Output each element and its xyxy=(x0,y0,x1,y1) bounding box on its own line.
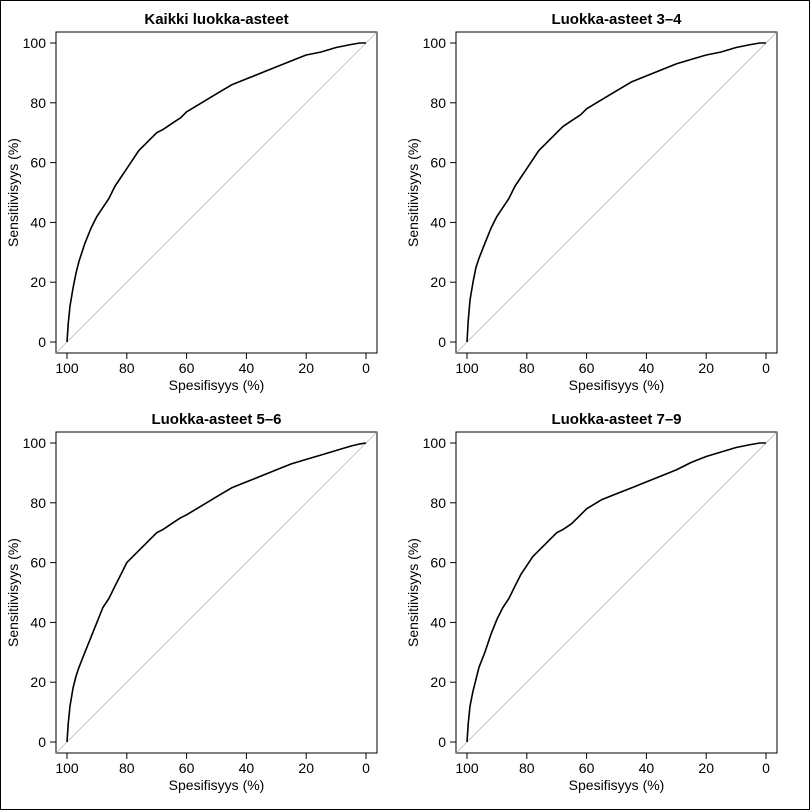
y-tick-label: 100 xyxy=(423,435,447,451)
roc-panel-1: Kaikki luokka-asteet 0 20 40 60 80 100 100 80 60 4… xyxy=(5,11,378,393)
reference-diagonal xyxy=(455,31,778,354)
x-axis-label: Spesifisyys (%) xyxy=(169,377,265,393)
x-tick-label: 40 xyxy=(639,360,655,376)
roc-curve xyxy=(466,442,766,743)
roc-curve xyxy=(66,42,366,343)
x-tick-label: 20 xyxy=(298,360,314,376)
y-tick-label: 60 xyxy=(30,155,46,171)
y-tick-label: 40 xyxy=(30,214,46,230)
x-tick-label: 40 xyxy=(239,760,255,776)
x-axis-label: Spesifisyys (%) xyxy=(169,777,265,793)
y-tick-label: 100 xyxy=(23,35,47,51)
roc-panel-3: Luokka-asteet 5–6 0 20 40 60 80 100 100 80 60 40 20… xyxy=(5,411,378,793)
x-tick-label: 0 xyxy=(762,360,770,376)
x-tick-label: 20 xyxy=(698,360,714,376)
roc-curve xyxy=(66,442,367,743)
y-axis-label: Sensitiivisyys (%) xyxy=(405,138,421,247)
y-tick-label: 20 xyxy=(430,274,446,290)
reference-diagonal xyxy=(55,431,378,754)
x-tick-label: 0 xyxy=(362,360,370,376)
y-axis-label: Sensitiivisyys (%) xyxy=(5,538,21,647)
x-tick-label: 40 xyxy=(239,360,255,376)
y-axis-label: Sensitiivisyys (%) xyxy=(5,138,21,247)
x-tick-label: 60 xyxy=(579,760,595,776)
x-tick-label: 60 xyxy=(179,760,195,776)
roc-curve xyxy=(466,42,766,343)
x-tick-label: 100 xyxy=(55,360,79,376)
reference-diagonal xyxy=(55,31,378,354)
chart-title: Kaikki luokka-asteet xyxy=(144,11,288,28)
chart-title: Luokka-asteet 3–4 xyxy=(551,11,682,28)
chart-title: Luokka-asteet 5–6 xyxy=(151,411,281,428)
x-tick-label: 20 xyxy=(298,760,314,776)
x-tick-label: 20 xyxy=(698,760,714,776)
x-tick-label: 80 xyxy=(519,360,535,376)
y-tick-label: 60 xyxy=(430,555,446,571)
y-tick-label: 40 xyxy=(430,614,446,630)
y-tick-label: 100 xyxy=(423,35,447,51)
y-tick-label: 100 xyxy=(23,435,47,451)
y-axis-label: Sensitiivisyys (%) xyxy=(405,538,421,647)
x-axis-label: Spesifisyys (%) xyxy=(569,377,665,393)
y-tick-label: 40 xyxy=(430,214,446,230)
x-tick-label: 100 xyxy=(455,760,479,776)
x-tick-label: 80 xyxy=(519,760,535,776)
x-tick-label: 60 xyxy=(579,360,595,376)
x-tick-label: 0 xyxy=(762,760,770,776)
x-axis-label: Spesifisyys (%) xyxy=(569,777,665,793)
x-tick-label: 40 xyxy=(639,760,655,776)
x-tick-label: 80 xyxy=(119,360,135,376)
y-tick-label: 60 xyxy=(430,155,446,171)
y-tick-label: 80 xyxy=(30,495,46,511)
y-tick-label: 80 xyxy=(30,95,46,111)
x-tick-label: 80 xyxy=(119,760,135,776)
reference-diagonal xyxy=(455,431,778,754)
y-tick-label: 80 xyxy=(430,495,446,511)
y-tick-label: 20 xyxy=(430,674,446,690)
y-tick-label: 20 xyxy=(30,674,46,690)
y-tick-label: 20 xyxy=(30,274,46,290)
y-tick-label: 80 xyxy=(430,95,446,111)
x-tick-label: 100 xyxy=(455,360,479,376)
y-tick-label: 40 xyxy=(30,614,46,630)
x-tick-label: 60 xyxy=(179,360,195,376)
x-tick-label: 100 xyxy=(55,760,79,776)
roc-panel-2: Luokka-asteet 3–4 0 20 40 60 80 100 100 80 60 40 20… xyxy=(405,11,778,393)
chart-title: Luokka-asteet 7–9 xyxy=(551,411,681,428)
y-tick-label: 0 xyxy=(438,334,446,350)
y-tick-label: 0 xyxy=(38,334,46,350)
x-tick-label: 0 xyxy=(362,760,370,776)
y-tick-label: 0 xyxy=(438,734,446,750)
y-tick-label: 0 xyxy=(38,734,46,750)
roc-panel-4: Luokka-asteet 7–9 0 20 40 60 80 100 100 80 60 40 20… xyxy=(405,411,778,793)
y-tick-label: 60 xyxy=(30,555,46,571)
